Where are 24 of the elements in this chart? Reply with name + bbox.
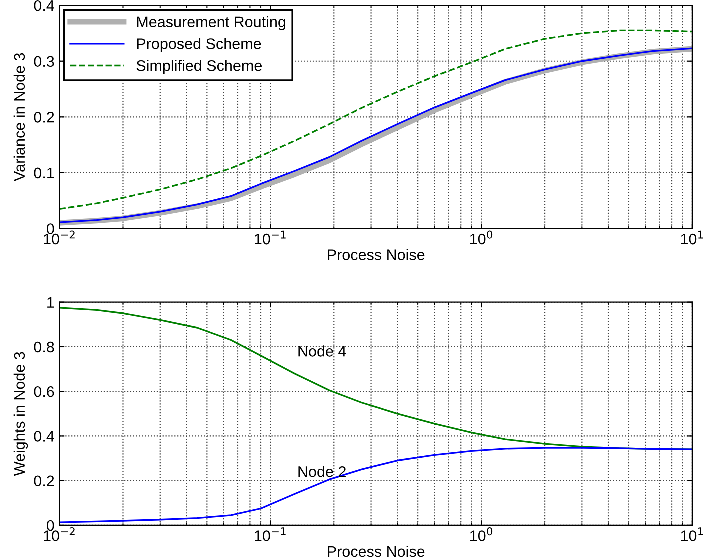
x-tick-label: 10$^{1}$ [681,528,703,542]
x-tick-label: 10$^{0}$ [470,230,493,245]
y-tick-label: 0.1 [34,168,54,179]
y-tick-label: 0.8 [34,342,54,353]
series-label: Node 4 [298,346,346,357]
y-tick-label: 0.6 [34,386,54,398]
x-axis-title: Process Noise [328,546,425,558]
x-tick-label: 10$^{0}$ [470,527,493,542]
x-tick-label: 10$^{−1}$ [255,230,286,245]
legend-label: Simplified Scheme [136,60,262,74]
legend-label: Measurement Routing [137,16,286,31]
x-tick-label: 10$^{−1}$ [255,528,286,542]
x-tick-label: 10$^{1}$ [681,230,703,245]
y-tick-label: 0.4 [34,431,54,442]
y-tick-label: 1 [48,297,54,308]
y-tick-label: 0.3 [34,56,54,68]
x-axis-title: Process Noise [328,249,425,260]
y-tick-label: 0.2 [34,476,54,487]
y-tick-label: 0.4 [34,0,54,12]
series-label: Node 2 [298,466,346,478]
legend-label: Proposed Scheme [137,38,262,52]
y-axis-title: Weights in Node 3 [14,352,28,476]
y-tick-label: 0.2 [34,112,54,123]
y-axis-title: Variance in Node 3 [14,53,26,182]
